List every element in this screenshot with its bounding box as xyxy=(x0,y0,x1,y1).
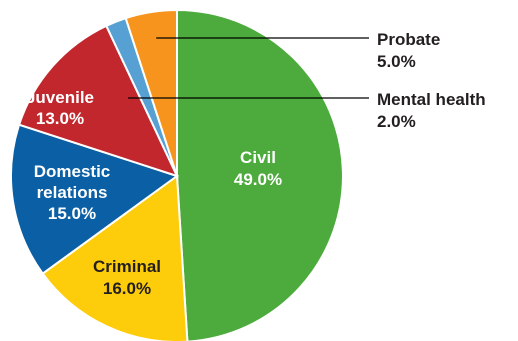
slice-label-probate: Probate xyxy=(377,30,440,49)
slice-value-domestic-relations: 15.0% xyxy=(48,204,96,223)
slice-value-juvenile: 13.0% xyxy=(36,109,84,128)
slice-label-criminal: Criminal xyxy=(93,257,161,276)
pie-slice-juvenile xyxy=(17,24,179,178)
pie-slice-domestic-relations xyxy=(9,123,180,275)
slice-label-line2-domestic-relations: relations xyxy=(37,183,108,202)
pie-slice-probate xyxy=(124,8,178,177)
pie-slices xyxy=(9,8,344,341)
slice-label-domestic-relations: Domestic xyxy=(34,162,111,181)
pie-labels: Civil 49.0% Criminal 16.0% Domestic relations… xyxy=(26,30,486,298)
slice-value-criminal: 16.0% xyxy=(103,279,151,298)
slice-value-civil: 49.0% xyxy=(234,170,282,189)
slice-value-mental-health: 2.0% xyxy=(377,112,416,131)
slice-label-civil: Civil xyxy=(240,148,276,167)
slice-label-juvenile: Juvenile xyxy=(26,88,94,107)
slice-label-mental-health: Mental health xyxy=(377,90,486,109)
slice-value-probate: 5.0% xyxy=(377,52,416,71)
pie-slice-civil xyxy=(176,8,344,341)
pie-slice-criminal xyxy=(41,174,189,341)
